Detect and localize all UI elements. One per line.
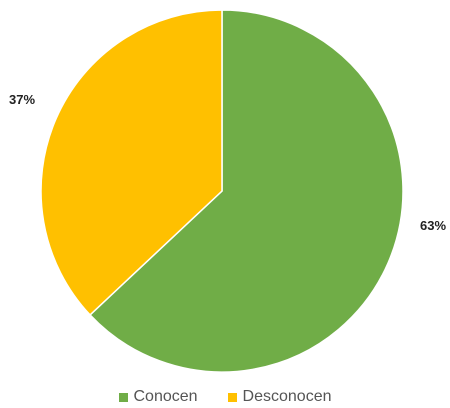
chart-legend: Conocen Desconocen xyxy=(0,388,450,406)
legend-label-desconocen: Desconocen xyxy=(242,388,332,405)
pie-slices xyxy=(40,9,404,373)
data-label-desconocen: 37% xyxy=(9,92,35,107)
legend-label-conocen: Conocen xyxy=(133,388,198,405)
pie-slice-conocen xyxy=(88,9,404,373)
legend-item-desconocen: Desconocen xyxy=(227,388,332,406)
pie-slice-desconocen xyxy=(40,9,223,316)
legend-item-conocen: Conocen xyxy=(118,388,198,406)
pie-data-labels: 63% 37% xyxy=(9,92,446,233)
data-label-conocen: 63% xyxy=(420,218,446,233)
legend-swatch-conocen xyxy=(118,392,128,402)
legend-swatch-desconocen xyxy=(227,392,237,402)
